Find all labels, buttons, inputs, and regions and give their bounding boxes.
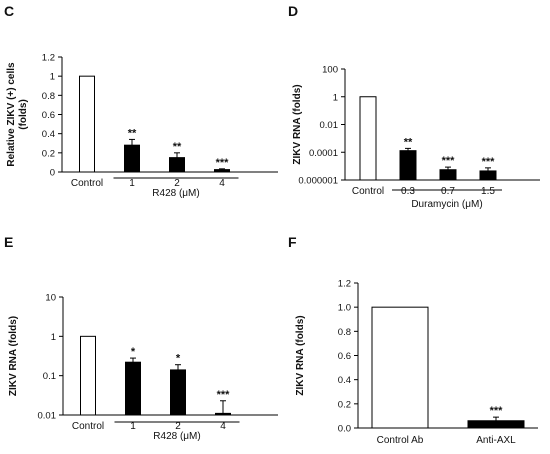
bar-treated: [439, 169, 457, 181]
y-axis-label: Relative ZIKV (+) cells(folds): [6, 62, 29, 167]
significance-marker: ***: [216, 157, 230, 169]
group-label: R428 (μM): [152, 188, 199, 199]
bar-treated: [170, 369, 186, 416]
x-tick-label: 1: [129, 178, 135, 189]
significance-marker: ***: [442, 155, 456, 167]
y-tick-label: 0.8: [42, 91, 55, 102]
bar-treated: [124, 144, 140, 173]
x-tick-label: 0.3: [401, 186, 415, 197]
y-tick-label: 0.01: [38, 411, 57, 422]
x-tick-label: 4: [220, 421, 226, 432]
x-tick-label: 2: [174, 178, 180, 189]
y-tick-label: 0.6: [42, 110, 55, 121]
group-label: Duramycin (μM): [411, 199, 482, 210]
x-tick-label: Control: [72, 421, 104, 432]
significance-marker: **: [128, 127, 137, 139]
significance-marker: **: [173, 141, 182, 153]
panel-letter-c: C: [4, 3, 14, 19]
y-axis-label: ZIKV RNA (folds): [8, 316, 19, 396]
bar-treated: [214, 169, 230, 173]
panel-c-chart: 0 0.2 0.4 0.6 0.8 1 1.2 Relative ZIKV (+) cells…: [6, 53, 278, 199]
x-tick-label: Control: [352, 186, 384, 197]
significance-marker: ***: [490, 405, 504, 417]
panel-letter-f: F: [288, 234, 297, 250]
y-tick-label: 0.2: [42, 148, 55, 159]
panel-e-chart: 10 1 0.1 0.01 ZIKV RNA (folds) Control * 1 * 2 ***…: [8, 293, 278, 442]
bar-control: [79, 75, 95, 173]
y-tick-label: 0.2: [338, 399, 351, 410]
y-tick-label: 100: [322, 65, 338, 76]
panel-f-chart: 0.0 0.2 0.4 0.6 0.8 1.0 1.2 ZIKV RNA (folds) Con…: [295, 279, 538, 446]
x-tick-label: 0.7: [441, 186, 455, 197]
x-tick-label: 2: [175, 421, 181, 432]
y-tick-label: 0.4: [42, 129, 55, 140]
y-tick-label: 0.0: [338, 424, 351, 435]
significance-marker: ***: [217, 389, 231, 401]
panel-letter-e: E: [4, 234, 13, 250]
x-tick-label: Control: [71, 178, 103, 189]
group-label: R428 (μM): [153, 431, 200, 442]
y-tick-label: 1.0: [338, 303, 351, 314]
y-axis-label: ZIKV RNA (folds): [295, 315, 306, 395]
y-tick-label: 10: [45, 293, 56, 304]
bar-treated: [169, 157, 185, 173]
x-tick-label: 4: [219, 178, 225, 189]
panel-letter-d: D: [288, 3, 298, 19]
y-tick-label: 0.1: [43, 371, 56, 382]
bar-control: [80, 335, 96, 416]
panel-d-chart: 100 1 0.01 0.0001 0.000001 ZIKV RNA (folds) Co…: [292, 65, 540, 210]
significance-marker: **: [404, 136, 413, 148]
y-tick-label: 0.4: [338, 375, 351, 386]
y-tick-label: 1.2: [338, 279, 351, 290]
bar-treated: [399, 150, 417, 181]
bar-treated: [467, 420, 525, 429]
y-tick-label: 1.2: [42, 53, 55, 64]
bar-treated: [215, 412, 231, 416]
bar-control: [359, 96, 377, 181]
y-tick-label: 0.0001: [309, 148, 338, 159]
y-tick-label: 0.8: [338, 327, 351, 338]
y-tick-label: 0.6: [338, 351, 351, 362]
y-tick-label: 1: [333, 92, 338, 103]
y-tick-label: 0.01: [320, 120, 339, 131]
y-tick-label: 1: [51, 332, 56, 343]
y-tick-label: 0: [50, 168, 55, 179]
y-tick-label: 0.000001: [298, 176, 338, 187]
bar-treated: [479, 170, 497, 181]
significance-marker: *: [176, 353, 181, 365]
x-tick-label: Control Ab: [377, 435, 424, 446]
x-tick-label: Anti-AXL: [476, 435, 516, 446]
y-axis-label: ZIKV RNA (folds): [292, 84, 303, 164]
significance-marker: *: [131, 346, 136, 358]
bar-control: [371, 306, 429, 429]
x-tick-label: 1: [130, 421, 136, 432]
x-tick-label: 1.5: [481, 186, 495, 197]
y-tick-label: 1: [50, 72, 55, 83]
bar-treated: [125, 361, 141, 416]
significance-marker: ***: [482, 156, 496, 168]
